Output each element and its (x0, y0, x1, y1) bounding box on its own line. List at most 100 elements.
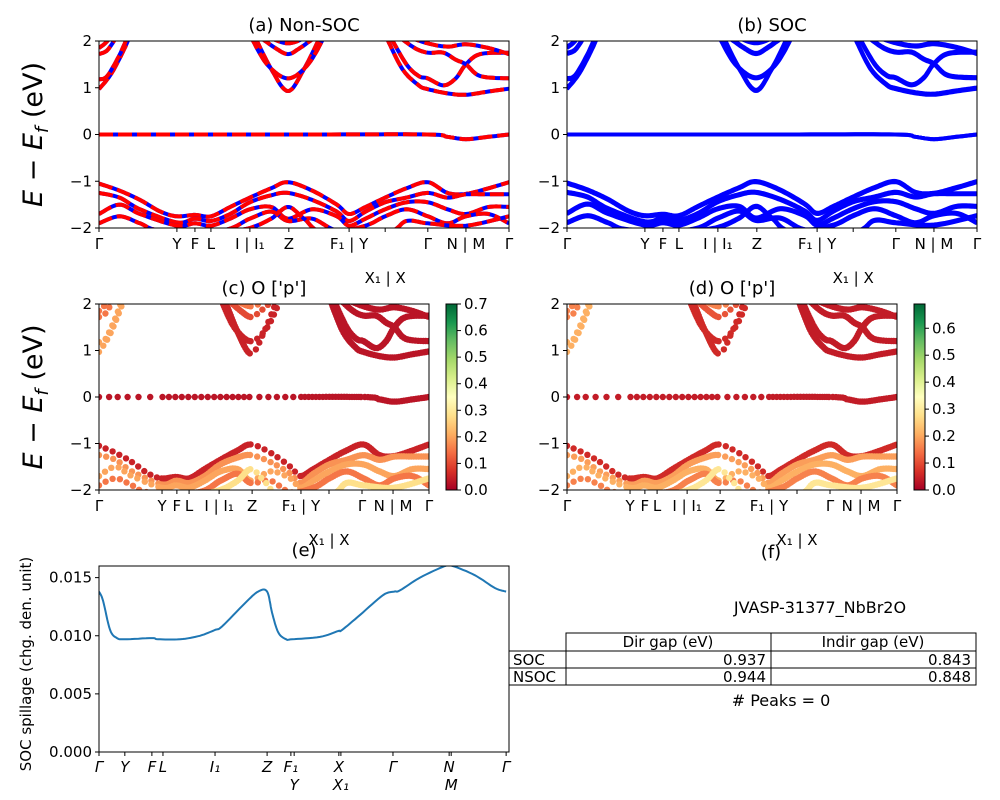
y-tick-label: 2 (82, 295, 92, 313)
projection-point (264, 304, 272, 308)
projection-point (141, 478, 148, 485)
colorbar: 0.0 0.1 0.2 0.3 0.4 0.5 0.6 0.7 (445, 295, 488, 499)
panel-c: (c) O ['p']210−1−2Γ Y F L I | I₁ Z F₁ | YX₁ | … (18, 278, 488, 549)
projection-point (755, 475, 763, 482)
x-tick-label: F₁ | Y (282, 497, 321, 515)
projection-point (252, 346, 260, 353)
projection-point (722, 304, 729, 308)
y-tick-label: 2 (82, 32, 92, 50)
projection-point (424, 393, 429, 401)
projection-point (247, 466, 254, 473)
cell-indir-gap: 0.843 (928, 651, 971, 669)
table-row: NSOC 0.944 0.848 (508, 667, 977, 686)
projection-point (254, 443, 261, 450)
projection-point (267, 485, 274, 490)
band-line-red (99, 199, 509, 228)
projection-point (892, 441, 897, 448)
x-tick-label: Γ (892, 235, 901, 253)
projection-point (805, 296, 811, 302)
projection-point (114, 308, 122, 315)
x-tick-label: Γ (505, 235, 514, 253)
y-axis-label: E − Ef (eV) (18, 325, 53, 470)
projection-point (148, 481, 155, 488)
projection-point (603, 486, 611, 490)
projection-point (720, 346, 728, 353)
projection-point (332, 490, 338, 496)
band-line-red (99, 41, 130, 91)
projection-point (223, 393, 230, 401)
projection-point (567, 313, 571, 321)
x-tick-label: L (207, 235, 216, 253)
soc-band-line (723, 41, 788, 92)
projection-point (345, 297, 351, 303)
projection-point (892, 337, 897, 345)
projection-point (748, 465, 755, 473)
band-line-red (99, 41, 128, 82)
projection-point (659, 393, 666, 401)
colorbar-tick-label: 0.3 (464, 401, 488, 419)
projection-point (254, 479, 261, 486)
band-line-red (401, 41, 509, 81)
projection-point (424, 441, 429, 448)
projection-point (178, 393, 185, 401)
y-axis-label: E − Ef (eV) (18, 62, 53, 207)
projection-point (259, 330, 266, 337)
projection-point (583, 464, 590, 471)
projection-point (115, 464, 122, 471)
band-line-red (99, 207, 509, 228)
projection-point (592, 393, 599, 401)
projection-point (135, 463, 142, 470)
x-tick-label: F₁ (284, 758, 299, 776)
soc-band-line (567, 189, 977, 224)
projection-point (570, 335, 577, 343)
projection-point (103, 453, 110, 460)
projection-point (424, 465, 429, 473)
x-tick-label: M (445, 776, 458, 794)
y-tick-label: 1 (550, 342, 560, 360)
panel-title: (c) O ['p'] (222, 278, 307, 299)
projection-point (166, 490, 172, 496)
x-tick-label: X₁ | X (308, 531, 349, 549)
projection-point (267, 458, 274, 466)
projection-point (589, 296, 595, 302)
projection-point (576, 464, 583, 471)
x-tick-label: F (641, 497, 650, 515)
panel-title: (b) SOC (737, 15, 806, 36)
projection-point (589, 468, 596, 475)
x-tick-label: N (444, 758, 455, 776)
spillage-line (99, 566, 507, 641)
projection-point (424, 453, 429, 460)
projection-point (170, 490, 176, 496)
x-tick-label: Γ (424, 235, 433, 253)
projection-point (177, 490, 183, 496)
projection-point (735, 468, 742, 475)
projection-point (616, 481, 623, 488)
projection-point (349, 304, 352, 305)
projection-point (162, 490, 168, 496)
projection-point (246, 451, 254, 459)
projection-point (229, 393, 236, 401)
projection-point (759, 468, 767, 475)
projection-point (708, 393, 716, 401)
soc-band-line (567, 206, 977, 228)
band-line-red (99, 180, 509, 219)
projection-point (116, 459, 123, 466)
projection-point (105, 297, 111, 303)
x-tick-label: L (653, 497, 662, 515)
colorbar-tick-label: 0.0 (464, 481, 488, 499)
projection-point (691, 393, 698, 401)
x-tick-label: Y (120, 758, 131, 776)
projection-point (737, 478, 744, 485)
x-tick-label: Γ (389, 758, 399, 776)
x-tick-label: I | I₁ (672, 497, 701, 515)
colorbar-tick-label: 0.1 (932, 454, 956, 472)
projection-point (808, 304, 811, 305)
projection-point (634, 490, 640, 496)
soc-band-line (567, 41, 577, 49)
y-tick-label: 0 (550, 388, 560, 406)
projection-point (638, 490, 644, 496)
band-line-red (99, 41, 117, 56)
projection-point (99, 393, 103, 401)
x-tick-label: I | I₁ (703, 235, 732, 253)
colorbar-tick-label: 0.6 (464, 322, 488, 340)
